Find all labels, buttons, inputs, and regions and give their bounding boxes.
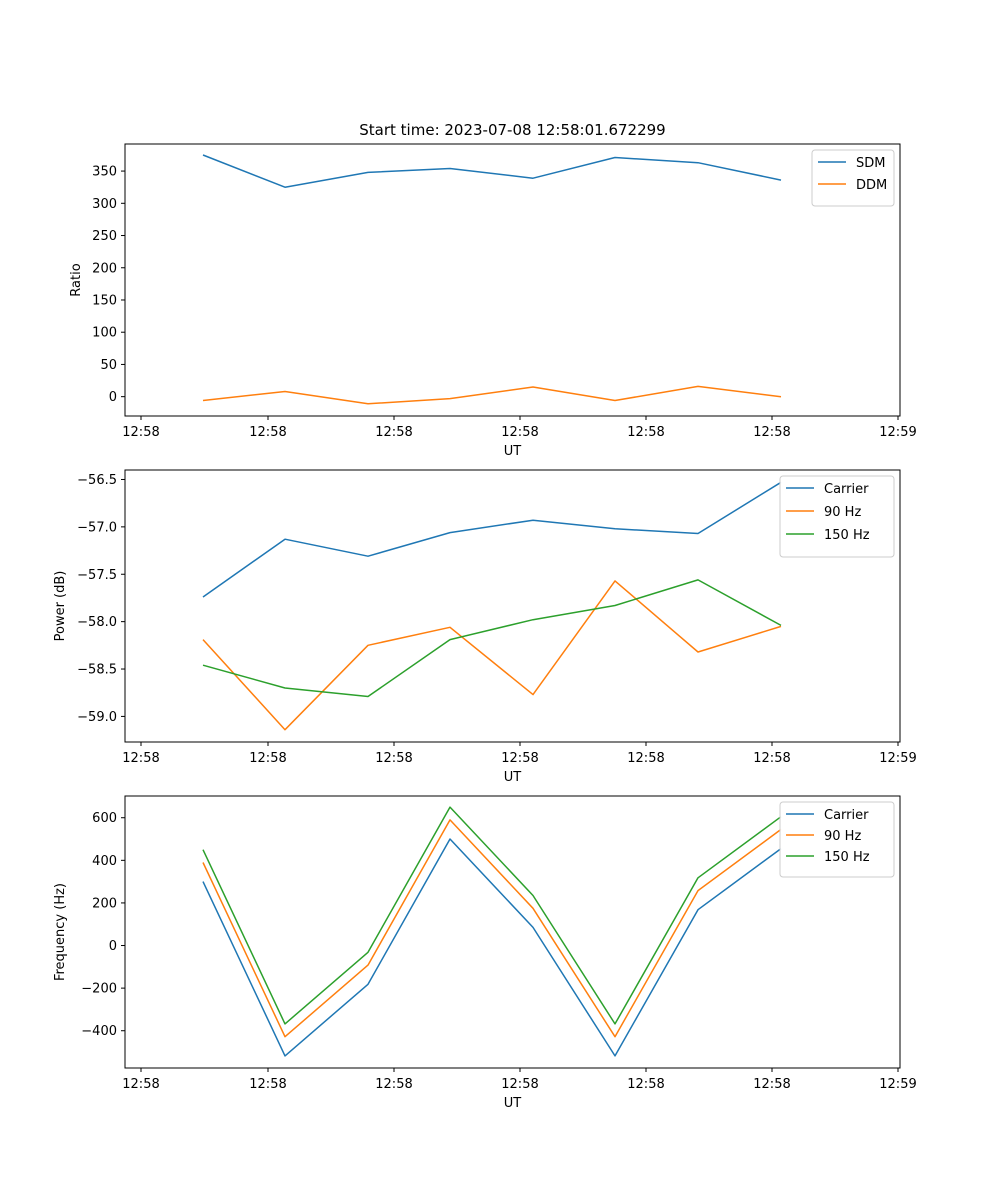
x-tick-label: 12:58 <box>627 751 664 766</box>
x-tick-label: 12:58 <box>375 1077 412 1092</box>
axes-frame <box>124 795 901 1069</box>
x-axis-label: UT <box>504 1096 522 1111</box>
legend-label: Carrier <box>824 482 869 497</box>
legend: Carrier 90 Hz 150 Hz <box>779 475 895 558</box>
legend-label: 90 Hz <box>824 829 861 844</box>
x-tick-label: 12:58 <box>375 425 412 440</box>
y-tick-label: −57.5 <box>77 568 117 583</box>
x-tick-label: 12:58 <box>627 1077 664 1092</box>
axes-frame <box>124 143 901 417</box>
axes-frame <box>124 469 901 743</box>
x-tick-label: 12:58 <box>753 425 790 440</box>
y-tick-label: 250 <box>92 229 117 244</box>
y-tick-label: 400 <box>92 854 117 869</box>
y-axis-label: Power (dB) <box>53 571 68 642</box>
x-axis-label: UT <box>504 770 522 785</box>
x-tick-label: 12:58 <box>753 1077 790 1092</box>
x-tick-label: 12:58 <box>249 1077 286 1092</box>
y-tick-label: −57.0 <box>77 520 117 535</box>
y-tick-label: −58.0 <box>77 615 117 630</box>
y-tick-label: 0 <box>109 390 117 405</box>
legend-label: 150 Hz <box>824 528 870 543</box>
legend: Carrier 90 Hz 150 Hz <box>779 801 895 878</box>
x-tick-label: 12:58 <box>122 1077 159 1092</box>
x-tick-label: 12:59 <box>879 1077 916 1092</box>
legend-box <box>779 801 895 878</box>
y-tick-label: 50 <box>100 358 117 373</box>
y-tick-label: 0 <box>109 939 117 954</box>
x-tick-label: 12:58 <box>753 751 790 766</box>
legend-label: SDM <box>856 156 885 171</box>
y-tick-label: 300 <box>92 197 117 212</box>
y-tick-label: −56.5 <box>77 473 117 488</box>
x-tick-label: 12:58 <box>249 751 286 766</box>
series-line-carrier <box>202 481 782 598</box>
y-tick-label: 200 <box>92 896 117 911</box>
y-tick-label: −59.0 <box>77 710 117 725</box>
x-tick-label: 12:58 <box>122 751 159 766</box>
x-tick-label: 12:59 <box>879 751 916 766</box>
series-line-carrier <box>202 838 782 1057</box>
chart-title: Start time: 2023-07-08 12:58:01.672299 <box>359 121 665 139</box>
y-tick-label: 100 <box>92 326 117 341</box>
legend: SDM DDM <box>811 149 895 207</box>
subplot-3: 12:58 12:58 12:58 12:58 12:58 12:58 12:59 600 40… <box>53 795 917 1111</box>
x-tick-label: 12:58 <box>501 751 538 766</box>
x-tick-label: 12:58 <box>375 751 412 766</box>
y-tick-label: 200 <box>92 261 117 276</box>
legend-box <box>779 475 895 558</box>
y-axis-label: Frequency (Hz) <box>53 883 68 981</box>
legend-label: Carrier <box>824 808 869 823</box>
series-line-150-hz <box>202 806 782 1025</box>
subplot-1: 12:58 12:58 12:58 12:58 12:58 12:58 12:59 0 50 10… <box>69 143 917 459</box>
series-line-ddm <box>202 385 782 405</box>
series-line-90-hz <box>202 580 782 731</box>
x-tick-label: 12:58 <box>249 425 286 440</box>
x-tick-label: 12:58 <box>627 425 664 440</box>
series-line-90-hz <box>202 819 782 1038</box>
legend-box <box>811 149 895 207</box>
series-line-150-hz <box>202 579 782 698</box>
x-tick-label: 12:58 <box>122 425 159 440</box>
x-tick-label: 12:58 <box>501 425 538 440</box>
legend-label: 150 Hz <box>824 850 870 865</box>
y-tick-label: 150 <box>92 293 117 308</box>
x-tick-label: 12:59 <box>879 425 916 440</box>
y-tick-label: −200 <box>81 982 117 997</box>
y-tick-label: −400 <box>81 1024 117 1039</box>
y-tick-label: 350 <box>92 165 117 180</box>
x-axis-label: UT <box>504 444 522 459</box>
subplot-2: 12:58 12:58 12:58 12:58 12:58 12:58 12:59 −56.5… <box>53 469 917 785</box>
legend-label: 90 Hz <box>824 505 861 520</box>
y-tick-label: 600 <box>92 811 117 826</box>
legend-label: DDM <box>856 178 887 193</box>
series-line-sdm <box>202 154 782 188</box>
y-axis-label: Ratio <box>69 263 84 296</box>
y-tick-label: −58.5 <box>77 663 117 678</box>
x-tick-label: 12:58 <box>501 1077 538 1092</box>
